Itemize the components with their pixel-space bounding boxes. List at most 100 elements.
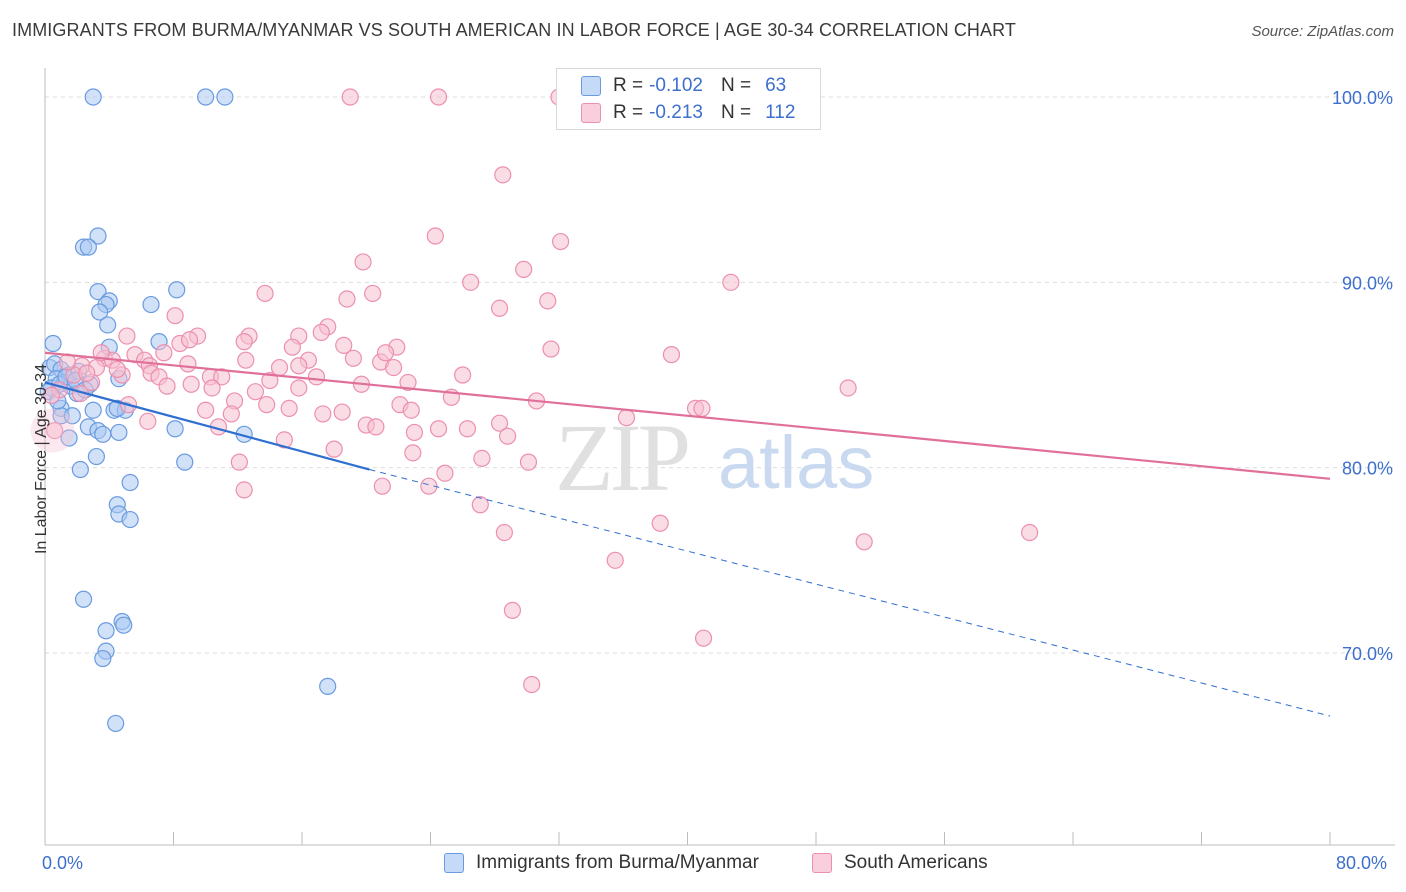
data-point	[110, 423, 128, 442]
data-point	[235, 333, 253, 351]
data-point	[42, 386, 61, 404]
data-point	[458, 420, 477, 438]
data-point	[314, 405, 332, 423]
data-point	[426, 227, 444, 245]
data-point	[364, 284, 382, 303]
data-point	[341, 88, 359, 106]
data-point	[258, 396, 276, 414]
data-point	[515, 260, 533, 278]
data-point	[84, 88, 102, 106]
data-point	[142, 295, 160, 314]
data-point	[617, 409, 636, 427]
data-point	[367, 418, 385, 436]
data-point	[118, 327, 136, 345]
watermark: ZIP atlas	[555, 404, 874, 511]
data-point	[79, 238, 97, 256]
data-point	[722, 273, 740, 291]
data-point	[216, 88, 234, 106]
data-point	[280, 399, 298, 417]
data-point	[71, 460, 89, 479]
data-point	[99, 316, 117, 334]
data-point	[839, 379, 857, 397]
data-point	[246, 383, 265, 401]
data-point	[542, 340, 560, 358]
data-point	[490, 299, 509, 317]
data-point	[338, 290, 356, 308]
legend-swatch-blue	[581, 76, 601, 96]
data-point	[74, 590, 93, 608]
legend-label-burma: Immigrants from Burma/Myanmar	[476, 852, 759, 873]
data-point	[121, 473, 139, 492]
r-value: -0.102	[649, 75, 703, 96]
source-credit: Source: ZipAtlas.com	[1251, 23, 1394, 40]
data-point	[107, 714, 125, 733]
data-point	[290, 357, 308, 375]
data-point	[405, 423, 424, 442]
trend-lines	[44, 351, 1331, 717]
data-point	[354, 253, 372, 271]
legend-item-burma[interactable]: Immigrants from Burma/Myanmar	[444, 852, 759, 874]
axes	[44, 68, 1395, 846]
data-point	[166, 420, 184, 438]
n-value: 63	[765, 75, 787, 96]
data-point	[494, 166, 512, 184]
data-point	[179, 355, 197, 373]
grid-lines	[45, 96, 1395, 654]
data-point	[139, 412, 157, 430]
data-point	[237, 351, 255, 369]
data-point	[60, 429, 78, 447]
data-point	[402, 401, 420, 419]
data-point	[307, 368, 326, 386]
data-point	[344, 349, 362, 367]
data-point	[155, 344, 173, 362]
data-point	[429, 88, 448, 106]
n-value: 112	[765, 102, 796, 123]
data-point	[89, 283, 107, 301]
legend-swatch-pink	[581, 103, 601, 123]
data-point	[694, 629, 713, 647]
legend-swatch-blue	[444, 853, 464, 873]
r-label: R =	[613, 75, 644, 96]
data-point	[213, 368, 231, 386]
data-point	[197, 401, 215, 419]
trend-line-south-americans	[44, 351, 1331, 480]
data-point	[121, 510, 139, 529]
data-point	[94, 425, 112, 443]
data-point	[46, 422, 64, 440]
data-point	[166, 307, 184, 325]
series-south-american-points	[30, 88, 1039, 694]
data-point	[855, 533, 873, 551]
data-point	[180, 331, 199, 349]
data-point	[63, 407, 81, 425]
n-label: N =	[720, 75, 752, 96]
data-point-cluster	[30, 408, 75, 453]
legend-item-south-americans[interactable]: South Americans	[812, 852, 988, 874]
data-point	[1021, 523, 1039, 542]
y-axis-label: In Labor Force | Age 30-34	[33, 363, 50, 555]
data-point	[84, 401, 102, 419]
y-tick-labels: 100.0% 90.0% 80.0% 70.0%	[1332, 88, 1393, 664]
data-point	[373, 477, 391, 495]
data-point	[222, 405, 240, 423]
data-point	[319, 677, 337, 695]
stats-row-south-american: R = -0.213 N = 112	[557, 100, 795, 126]
data-point	[420, 477, 438, 495]
r-label: R =	[613, 102, 644, 123]
data-point	[158, 377, 176, 395]
y-tick-label: 80.0%	[1342, 459, 1393, 479]
data-point	[335, 336, 353, 354]
data-point	[87, 447, 106, 466]
data-point	[78, 364, 96, 382]
chart-title: IMMIGRANTS FROM BURMA/MYANMAR VS SOUTH A…	[12, 20, 1017, 40]
y-tick-label: 100.0%	[1332, 88, 1393, 108]
data-point	[256, 284, 274, 303]
y-tick-label: 70.0%	[1342, 644, 1393, 664]
n-label: N =	[720, 102, 752, 123]
data-point	[230, 453, 248, 471]
data-point	[235, 481, 253, 499]
data-point	[312, 323, 330, 341]
data-point	[376, 344, 395, 362]
data-point	[523, 675, 541, 694]
data-point	[662, 346, 681, 364]
